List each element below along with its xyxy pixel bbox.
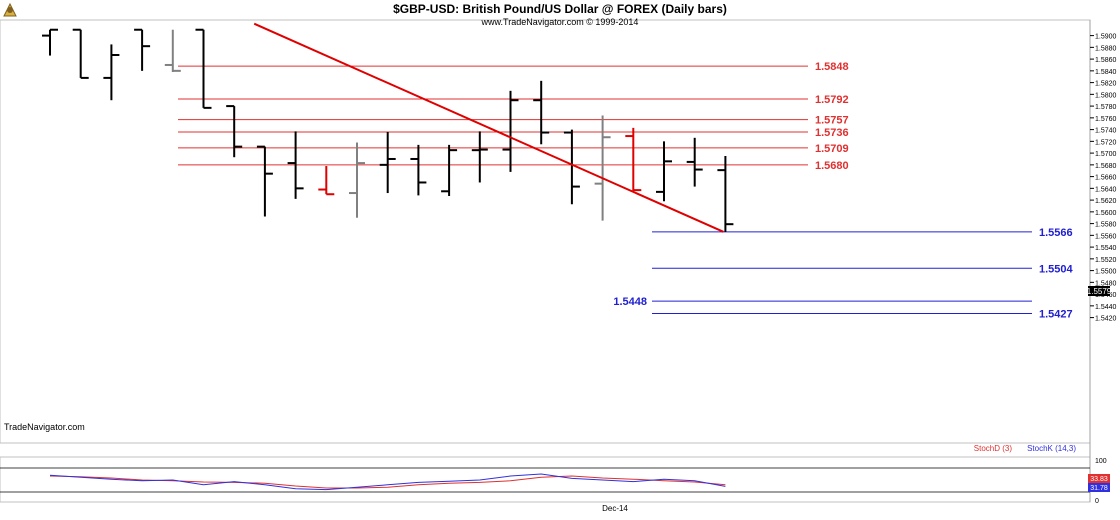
support-label: 1.5427 [1039,308,1073,320]
y-tick-label: 1.5780 [1095,104,1117,111]
y-tick-label: 1.5620 [1095,198,1117,205]
chart-title: $GBP-USD: British Pound/US Dollar @ FORE… [393,2,727,16]
y-tick-label: 1.5560 [1095,233,1117,240]
y-tick-label: 1.5800 [1095,92,1117,99]
y-tick-label: 1.5820 [1095,81,1117,88]
y-tick-label: 1.5880 [1095,45,1117,52]
y-tick-label: 1.5660 [1095,175,1117,182]
last-price-tag [1088,286,1110,296]
support-label: 1.5448 [613,296,647,308]
stochK-value-tag [1088,483,1110,492]
support-label: 1.5566 [1039,227,1073,239]
last-price-label: 1.5579 [1087,287,1112,296]
stochK-line [49,473,726,491]
y-tick-label: 1.5420 [1095,316,1117,323]
resistance-label: 1.5757 [815,115,849,127]
resistance-label: 1.5792 [815,94,849,106]
stoch-tick-label: 100 [1095,458,1107,465]
stoch-tick-label: 0 [1095,498,1099,505]
stochD-value-tag [1088,474,1110,483]
stochD-legend: StochD (3) [974,444,1013,453]
resistance-label: 1.5736 [815,127,849,139]
stochD-value: 33.83 [1090,476,1108,483]
y-tick-label: 1.5520 [1095,257,1117,264]
resistance-label: 1.5680 [815,160,849,172]
y-tick-label: 1.5580 [1095,222,1117,229]
y-tick-label: 1.5740 [1095,128,1117,135]
stochK-value: 31.78 [1090,485,1108,492]
y-tick-label: 1.5440 [1095,304,1117,311]
y-tick-label: 1.5500 [1095,269,1117,276]
x-axis-label: Dec-14 [602,504,628,513]
y-tick-label: 1.5680 [1095,163,1117,170]
stoch-marks: 100500 [0,458,1107,505]
resistance-label: 1.5848 [815,61,849,73]
y-tick-label: 1.5480 [1095,280,1117,287]
trendline [253,22,724,233]
y-tick-label: 1.5840 [1095,69,1117,76]
resistance-label: 1.5709 [815,143,849,155]
price-marks: 1.5900 1.5880 1.5860 1.5840 1.5820 1.5800 1.57… [42,22,1117,323]
y-tick-label: 1.5700 [1095,151,1117,158]
y-tick-label: 1.5720 [1095,139,1117,146]
watermark-text: TradeNavigator.com [4,422,85,432]
support-label: 1.5504 [1039,263,1074,275]
y-tick-label: 1.5860 [1095,57,1117,64]
y-tick-label: 1.5600 [1095,210,1117,217]
y-tick-label: 1.5540 [1095,245,1117,252]
y-tick-label: 1.5760 [1095,116,1117,123]
y-tick-label: 1.5900 [1095,34,1117,41]
copyright-text: www.TradeNavigator.com © 1999-2014 [481,17,639,27]
y-tick-label: 1.5640 [1095,186,1117,193]
stochK-legend: StochK (14,3) [1027,444,1076,453]
tradenavigator-logo-icon [3,2,17,17]
